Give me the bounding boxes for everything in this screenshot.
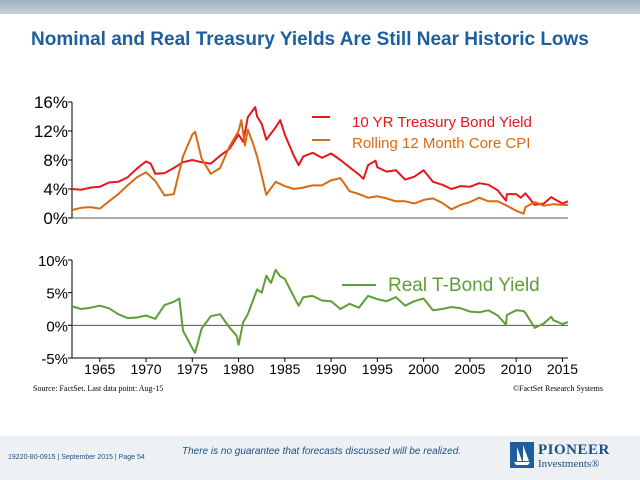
pioneer-logo: PIONEER Investments® xyxy=(510,440,609,472)
y-tick-label: 12% xyxy=(34,122,68,141)
legend-label: Rolling 12 Month Core CPI xyxy=(352,135,530,152)
document-id: 19220-80-0915 | September 2015 | Page 54 xyxy=(8,454,145,461)
y-tick-label: 16% xyxy=(34,93,68,112)
x-tick-label: 1985 xyxy=(269,361,300,377)
y-tick-label: 8% xyxy=(43,151,68,170)
page-title: Nominal and Real Treasury Yields Are Sti… xyxy=(31,29,589,50)
x-tick-label: 1975 xyxy=(177,361,208,377)
source-note: Source: FactSet. Last data point: Aug-15 xyxy=(33,384,164,393)
top-banner xyxy=(0,0,640,14)
y-tick-label: -5% xyxy=(41,351,68,368)
logo-subtitle: Investments® xyxy=(538,458,600,470)
x-tick-label: 1980 xyxy=(223,361,254,377)
x-tick-label: 1970 xyxy=(130,361,161,377)
y-tick-label: 0% xyxy=(46,318,68,335)
x-tick-label: 2015 xyxy=(547,361,578,377)
y-tick-label: 10% xyxy=(38,253,68,270)
x-tick-label: 2010 xyxy=(501,361,532,377)
disclaimer: There is no guarantee that forecasts dis… xyxy=(182,446,462,457)
x-tick-label: 2005 xyxy=(454,361,485,377)
series-line xyxy=(71,268,569,354)
copyright-note: ©FactSet Research Systems xyxy=(512,384,603,393)
y-tick-label: 0% xyxy=(43,209,68,228)
x-tick-label: 2000 xyxy=(408,361,439,377)
yield-charts: 0% 4% 8% 12% 16% 10 YR Treasury Bond Yield Rol… xyxy=(34,93,578,377)
legend-label: Real T-Bond Yield xyxy=(388,275,540,296)
logo-name: PIONEER xyxy=(538,442,610,458)
ship-icon xyxy=(510,442,534,468)
x-tick-label: 1995 xyxy=(362,361,393,377)
y-tick-label: 5% xyxy=(46,286,68,303)
legend-label: 10 YR Treasury Bond Yield xyxy=(352,114,532,131)
x-tick-label: 1965 xyxy=(84,361,115,377)
y-tick-label: 4% xyxy=(43,180,68,199)
series-line xyxy=(71,119,568,215)
series-line xyxy=(71,106,569,206)
x-tick-label: 1990 xyxy=(316,361,347,377)
